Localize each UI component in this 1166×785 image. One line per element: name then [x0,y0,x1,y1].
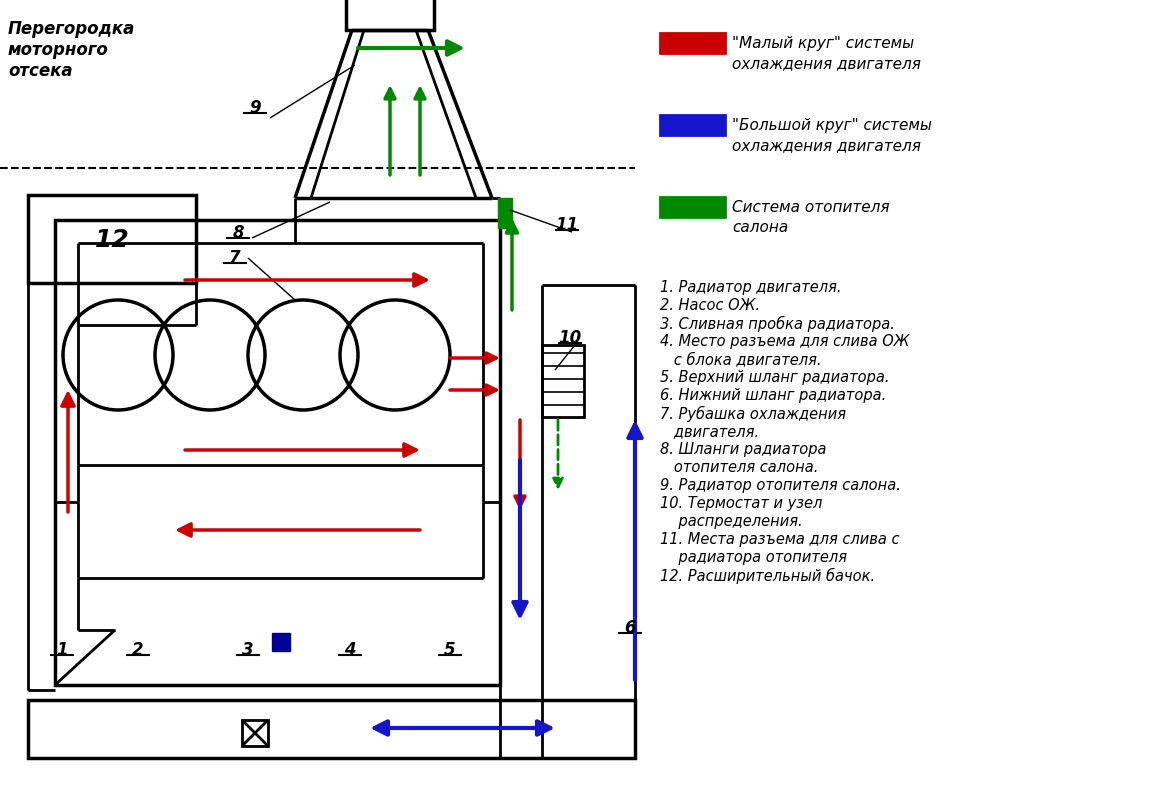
Bar [660,115,725,135]
Text: 12. Расширительный бачок.: 12. Расширительный бачок. [660,568,876,584]
Bar [272,633,290,651]
Text: 3: 3 [243,641,254,659]
Text: с блока двигателя.: с блока двигателя. [660,352,822,367]
Text: 8. Шланги радиатора: 8. Шланги радиатора [660,442,827,457]
Text: 4. Место разъема для слива ОЖ: 4. Место разъема для слива ОЖ [660,334,909,349]
Text: 12: 12 [94,228,129,252]
Text: 11: 11 [555,216,578,234]
Text: 10. Термостат и узел: 10. Термостат и узел [660,496,822,511]
Bar [498,198,512,228]
Text: 7: 7 [230,249,241,267]
Text: 5. Верхний шланг радиатора.: 5. Верхний шланг радиатора. [660,370,890,385]
Text: 10: 10 [559,329,582,347]
Bar [660,33,725,53]
Text: 6. Нижний шланг радиатора.: 6. Нижний шланг радиатора. [660,388,886,403]
Bar [542,345,584,417]
Text: 1: 1 [56,641,68,659]
Text: 4: 4 [344,641,356,659]
Text: "Большой круг" системы: "Большой круг" системы [732,118,932,133]
Bar [346,0,434,30]
Bar [55,220,500,685]
Text: 1. Радиатор двигателя.: 1. Радиатор двигателя. [660,280,842,295]
Text: радиатора отопителя: радиатора отопителя [660,550,847,565]
Text: 8: 8 [232,224,244,242]
Bar [660,197,725,217]
Text: охлаждения двигателя: охлаждения двигателя [732,138,921,153]
Text: салона: салона [732,220,788,235]
Bar [28,700,635,758]
Text: распределения.: распределения. [660,514,802,529]
Bar [28,195,196,283]
Bar [243,720,268,746]
Text: 2. Насос ОЖ.: 2. Насос ОЖ. [660,298,760,313]
Text: 11. Места разъема для слива с: 11. Места разъема для слива с [660,532,899,547]
Text: Перегородка
моторного
отсека: Перегородка моторного отсека [8,20,135,79]
Text: 3. Сливная пробка радиатора.: 3. Сливная пробка радиатора. [660,316,894,332]
Text: отопителя салона.: отопителя салона. [660,460,819,475]
Text: 9: 9 [250,99,261,117]
Text: 9. Радиатор отопителя салона.: 9. Радиатор отопителя салона. [660,478,901,493]
Text: 6: 6 [624,619,635,637]
Text: двигателя.: двигателя. [660,424,759,439]
Text: "Малый круг" системы: "Малый круг" системы [732,36,914,51]
Text: 5: 5 [444,641,456,659]
Text: 2: 2 [132,641,143,659]
Text: охлаждения двигателя: охлаждения двигателя [732,56,921,71]
Text: Система отопителя: Система отопителя [732,200,890,215]
Text: 7. Рубашка охлаждения: 7. Рубашка охлаждения [660,406,847,422]
